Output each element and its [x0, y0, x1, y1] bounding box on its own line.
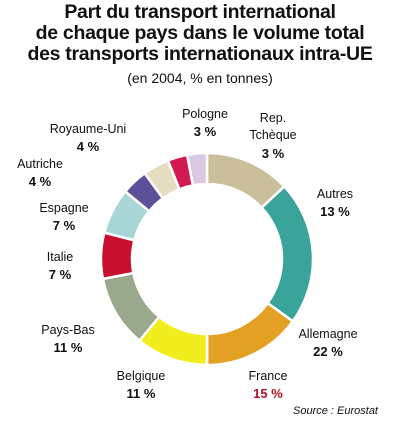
label-name-espagne: Espagne [39, 201, 88, 215]
label-value-autriche: 4 % [29, 174, 52, 189]
label-value-rep-tch-que: 3 % [262, 146, 285, 161]
label-name-autres: Autres [317, 187, 353, 201]
source-note: Source : Eurostat [293, 405, 378, 417]
label-name-italie: Italie [47, 250, 73, 264]
label-name-autriche: Autriche [17, 157, 63, 171]
title-line-3: des transports internationaux intra-UE [27, 43, 373, 65]
label-value-pays-bas: 11 % [54, 340, 83, 355]
title-line-2: de chaque pays dans le volume total [35, 22, 365, 44]
chart-subtitle: (en 2004, % en tonnes) [127, 70, 273, 86]
chart-title: Part du transport international de chaqu… [0, 2, 400, 65]
label-name-rep-tch-que-2: Tchèque [249, 128, 296, 142]
label-value-belgique: 11 % [127, 386, 156, 401]
label-name-allemagne: Allemagne [298, 327, 357, 341]
label-value-autres: 13 % [320, 204, 350, 219]
label-value-france: 15 % [253, 386, 283, 401]
label-value-allemagne: 22 % [313, 344, 343, 359]
label-value-espagne: 7 % [53, 218, 76, 233]
label-value-royaume-uni: 4 % [77, 139, 100, 154]
slice-allemagne [259, 184, 315, 324]
label-name-royaume-uni: Royaume-Uni [50, 122, 126, 136]
label-value-pologne: 3 % [194, 124, 217, 139]
label-name-rep-tch-que-1: Rep. [260, 111, 286, 125]
slice-france [205, 301, 295, 367]
label-name-france: France [249, 369, 288, 383]
label-value-italie: 7 % [49, 267, 72, 282]
label-name-pologne: Pologne [182, 107, 228, 121]
label-name-belgique: Belgique [117, 369, 166, 383]
title-line-1: Part du transport international [64, 1, 336, 23]
slice-rep-tch-que [185, 151, 209, 187]
label-name-pays-bas: Pays-Bas [41, 323, 95, 337]
